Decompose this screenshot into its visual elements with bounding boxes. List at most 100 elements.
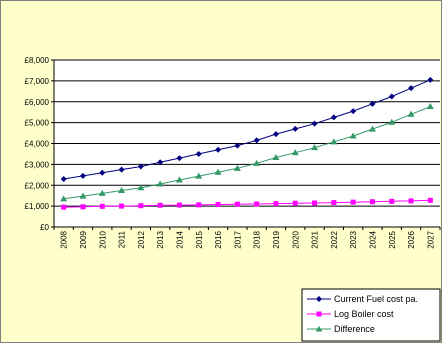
x-tick-label: 2026 (407, 230, 416, 248)
series-line (63, 106, 431, 200)
data-point (388, 118, 396, 125)
y-tick-label: £0 (40, 223, 49, 232)
axes: £0 £1,000 £2,000 £3,000 £4,000 £5,000 £6,000 £7… (25, 56, 441, 249)
data-point (215, 146, 222, 153)
x-tick-label: 2013 (156, 230, 165, 248)
data-point (350, 199, 356, 205)
x-tick-label: 2024 (368, 230, 377, 248)
data-point (119, 203, 125, 209)
data-point (408, 198, 414, 204)
legend-label: Difference (334, 324, 375, 334)
data-point (330, 138, 338, 145)
y-tick-label: £5,000 (25, 119, 50, 128)
data-point (233, 164, 241, 171)
legend-label: Log Boiler cost (334, 309, 394, 319)
x-tick-label: 2014 (175, 230, 184, 248)
data-point (215, 201, 221, 207)
data-point (99, 203, 105, 209)
data-point (118, 186, 126, 193)
series-layer (60, 76, 434, 210)
x-tick-label: 2008 (60, 230, 69, 248)
data-point (291, 149, 299, 156)
legend: Current Fuel cost pa. Log Boiler cost Di… (301, 288, 441, 342)
data-point (176, 155, 183, 162)
data-point (311, 144, 319, 151)
data-point (253, 159, 261, 166)
data-point (60, 175, 67, 182)
x-tick-label: 2019 (272, 230, 281, 248)
x-tick-label: 2023 (349, 230, 358, 248)
data-point (253, 137, 260, 144)
data-point (407, 110, 415, 117)
data-point (61, 204, 67, 210)
data-point (349, 132, 357, 139)
data-point (196, 202, 202, 208)
x-tick-label: 2025 (388, 230, 397, 248)
data-point (272, 131, 279, 138)
x-tick-label: 2009 (79, 230, 88, 248)
y-tick-label: £7,000 (25, 77, 50, 86)
data-point (330, 114, 337, 121)
data-point (388, 93, 395, 100)
series-2 (61, 197, 433, 210)
data-point (137, 163, 144, 170)
series-1 (60, 76, 434, 182)
data-point (137, 184, 145, 191)
data-point (350, 108, 357, 115)
x-tick-label: 2022 (330, 230, 339, 248)
data-point (157, 159, 164, 166)
data-point (427, 197, 433, 203)
data-point (138, 203, 144, 209)
data-point (369, 100, 376, 107)
series-line (63, 199, 431, 208)
x-tick-label: 2021 (311, 230, 320, 248)
series-3 (60, 103, 434, 202)
data-point (254, 201, 260, 207)
data-point (292, 125, 299, 132)
data-point (427, 76, 434, 83)
data-point (368, 125, 376, 132)
data-point (214, 168, 222, 175)
data-point (234, 142, 241, 149)
x-tick-label: 2010 (98, 230, 107, 248)
data-point (273, 201, 279, 207)
diamond-marker-icon (316, 296, 322, 302)
y-tick-label: £4,000 (25, 140, 50, 149)
data-point (408, 85, 415, 92)
x-tick-label: 2017 (233, 230, 242, 248)
y-tick-label: £8,000 (25, 56, 50, 65)
y-tick-label: £3,000 (25, 160, 50, 169)
x-tick-label: 2011 (118, 230, 127, 248)
legend-box (301, 288, 441, 342)
x-tick-label: 2016 (214, 230, 223, 248)
data-point (311, 120, 318, 127)
data-point (99, 169, 106, 176)
x-tick-label: 2015 (195, 230, 204, 248)
x-tick-label: 2018 (253, 230, 262, 248)
triangle-marker-icon (315, 326, 323, 332)
legend-item-difference: Difference (307, 324, 375, 334)
x-tick-label: 2012 (137, 230, 146, 248)
legend-item-log-boiler: Log Boiler cost (307, 309, 394, 319)
data-point (234, 201, 240, 207)
data-point (157, 202, 163, 208)
x-tick-label: 2027 (426, 230, 435, 248)
y-tick-label: £2,000 (25, 181, 50, 190)
data-point (331, 200, 337, 206)
legend-label: Current Fuel cost pa. (334, 294, 418, 304)
y-tick-label: £6,000 (25, 98, 50, 107)
data-point (80, 204, 86, 210)
data-point (369, 199, 375, 205)
data-point (118, 166, 125, 173)
data-point (175, 176, 183, 183)
data-point (292, 200, 298, 206)
legend-item-current-fuel: Current Fuel cost pa. (307, 294, 418, 304)
data-point (79, 192, 87, 199)
data-point (195, 150, 202, 157)
data-point (60, 195, 68, 202)
data-point (98, 189, 106, 196)
square-marker-icon (316, 311, 322, 317)
data-point (426, 103, 434, 110)
